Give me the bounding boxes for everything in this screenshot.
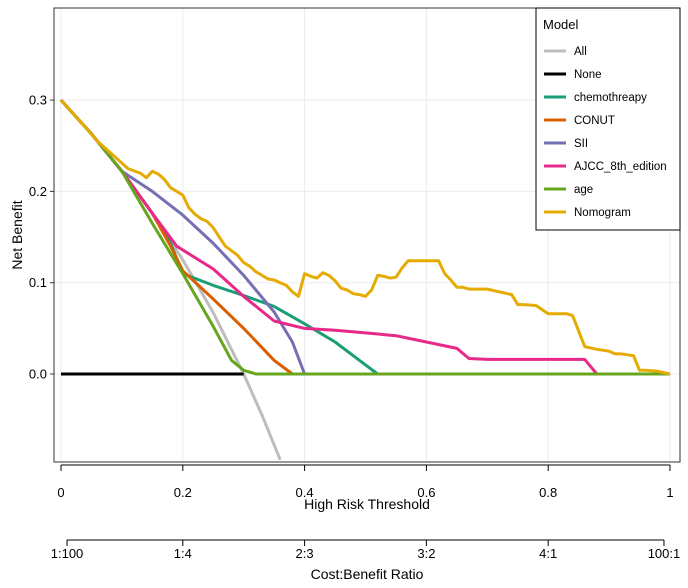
series-lines xyxy=(59,99,671,461)
x-tick-label-2: 0.4 xyxy=(296,485,314,500)
legend-label-ajcc-8th-edition: AJCC_8th_edition xyxy=(574,161,667,173)
legend-label-none: None xyxy=(574,69,602,81)
cost-benefit-axis-title: Cost:Benefit Ratio xyxy=(311,566,424,582)
ratio-tick-label-5: 100:1 xyxy=(648,546,681,561)
ratio-tick-label-1: 1:4 xyxy=(174,546,192,561)
x-tick-label-3: 0.6 xyxy=(417,485,435,500)
x-tick-label-1: 0.2 xyxy=(174,485,192,500)
legend-label-chemothreapy: chemothreapy xyxy=(574,92,647,104)
y-tick-label-3: 0.3 xyxy=(29,93,47,108)
ratio-tick-label-3: 3:2 xyxy=(417,546,435,561)
legend: Model All None chemothreapy CONUT SII AJCC_8t… xyxy=(535,7,681,231)
y-axis: 0.0 0.1 0.2 0.3 xyxy=(29,93,54,382)
x-tick-label-5: 1 xyxy=(666,485,673,500)
ratio-tick-label-0: 1:100 xyxy=(51,546,84,561)
legend-label-nomogram: Nomogram xyxy=(574,207,631,219)
legend-label-all: All xyxy=(574,46,587,58)
ratio-tick-label-2: 2:3 xyxy=(296,546,314,561)
y-tick-label-1: 0.1 xyxy=(29,275,47,290)
series-line-nomogram xyxy=(59,99,671,376)
legend-label-age: age xyxy=(574,184,593,196)
series-line-ajcc-8th-edition xyxy=(59,99,670,376)
ratio-tick-label-4: 4:1 xyxy=(539,546,557,561)
y-tick-label-2: 0.2 xyxy=(29,184,47,199)
legend-label-sii: SII xyxy=(574,138,588,150)
series-line-age xyxy=(59,99,670,376)
x-tick-label-4: 0.8 xyxy=(539,485,557,500)
x-axis-title: High Risk Threshold xyxy=(304,496,430,512)
threshold-axis: 0 0.2 0.4 0.6 0.8 1 xyxy=(57,464,674,500)
plot-panel-border xyxy=(53,7,681,463)
x-tick-label-0: 0 xyxy=(57,485,64,500)
cost-benefit-axis: 1:100 1:4 2:3 3:2 4:1 100:1 xyxy=(51,539,681,561)
legend-title: Model xyxy=(543,17,579,32)
y-tick-label-0: 0.0 xyxy=(29,367,47,382)
legend-label-conut: CONUT xyxy=(574,115,615,127)
y-axis-title: Net Benefit xyxy=(9,200,25,269)
